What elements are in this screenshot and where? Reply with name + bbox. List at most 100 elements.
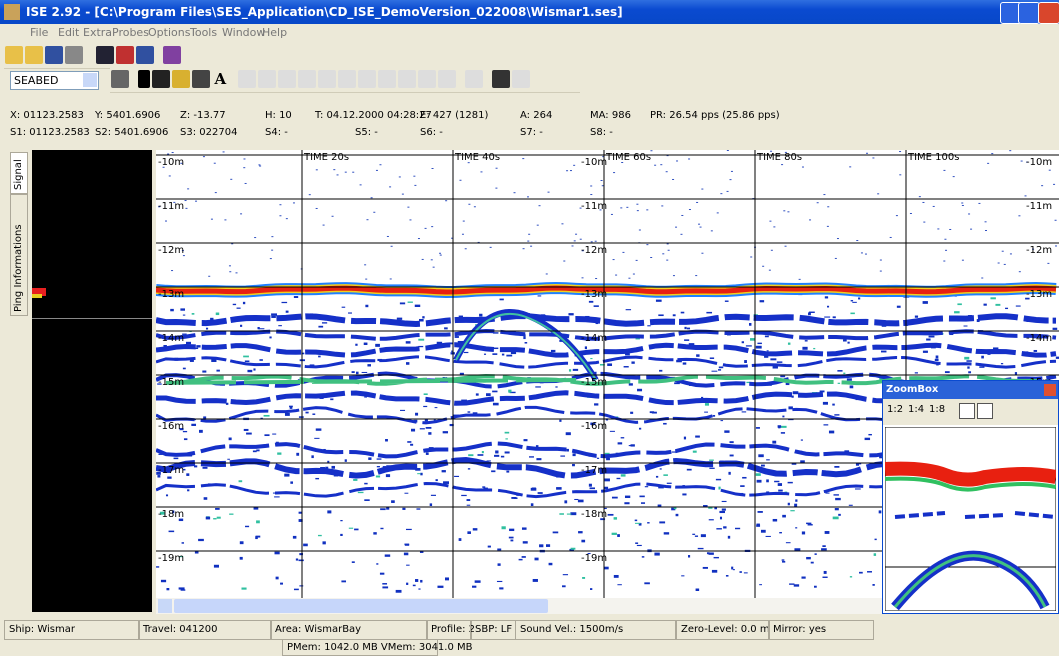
echo-speckle (271, 236, 273, 237)
echo-speckle (340, 520, 342, 521)
echo-speckle (962, 260, 964, 261)
echo-speckle (875, 539, 877, 540)
tool-button[interactable] (398, 70, 416, 88)
echo-speckle (635, 520, 637, 522)
info-button[interactable] (96, 46, 114, 64)
echo-speckle (750, 256, 752, 257)
settings-button[interactable] (136, 46, 154, 64)
echo-speckle (294, 296, 298, 298)
echo-speckle (849, 166, 851, 167)
tool-button[interactable] (152, 70, 170, 88)
echo-speckle (459, 180, 461, 181)
echo-speckle (923, 222, 925, 223)
scroll-thumb[interactable] (174, 599, 548, 613)
echo-speckle (614, 517, 617, 520)
echo-speckle (523, 541, 528, 543)
side-tab[interactable]: Ping Informations (10, 194, 28, 316)
open-button[interactable] (5, 46, 23, 64)
scroll-left[interactable] (158, 599, 172, 613)
tool-button[interactable] (492, 70, 510, 88)
h-scrollbar[interactable] (156, 598, 882, 614)
tool-button[interactable] (438, 70, 456, 88)
info-field: Z: -13.77 (180, 110, 226, 121)
tool-button[interactable] (378, 70, 396, 88)
echo-speckle (527, 241, 529, 242)
tool-button[interactable] (278, 70, 296, 88)
tool-button[interactable] (465, 70, 483, 88)
tool-button[interactable] (358, 70, 376, 88)
tool-button[interactable] (172, 70, 190, 88)
print-button[interactable] (65, 46, 83, 64)
tool-button[interactable] (298, 70, 316, 88)
echo-speckle (318, 535, 322, 536)
tool-button[interactable] (512, 70, 530, 88)
echo-speckle (843, 373, 845, 374)
tool-button[interactable] (418, 70, 436, 88)
side-tab[interactable]: Signal (10, 152, 28, 194)
echo-speckle (654, 553, 659, 556)
echo-speckle (502, 526, 506, 529)
tool-button[interactable] (318, 70, 336, 88)
info-field: S5: - (355, 127, 378, 138)
menu-item[interactable]: Probes (112, 26, 149, 39)
echo-speckle (855, 488, 861, 489)
echo-speckle (171, 270, 173, 271)
echo-speckle (474, 206, 476, 207)
dropdown-arrow[interactable] (83, 73, 97, 87)
echo-speckle (309, 194, 311, 195)
echo-speckle (637, 210, 639, 211)
zoom-mode-button[interactable] (977, 403, 993, 419)
tool-button[interactable] (338, 70, 356, 88)
probe-button[interactable] (163, 46, 181, 64)
echo-speckle (978, 203, 980, 204)
echo-speckle (995, 304, 1000, 306)
color-button[interactable] (116, 46, 134, 64)
echo-speckle (379, 164, 381, 165)
menu-item[interactable]: File (30, 26, 48, 39)
echo-speckle (296, 453, 299, 456)
echo-speckle (409, 219, 411, 220)
echo-speckle (915, 372, 918, 373)
echo-speckle (650, 257, 652, 258)
tool-button[interactable] (258, 70, 276, 88)
echo-speckle (829, 431, 834, 434)
echo-speckle (696, 202, 698, 203)
maximize-button[interactable] (1018, 2, 1040, 24)
tool-button[interactable] (138, 70, 150, 88)
menu-item[interactable]: Options (148, 26, 190, 39)
tool-button[interactable] (111, 70, 129, 88)
open-folder-button[interactable] (25, 46, 43, 64)
mode-dropdown[interactable]: SEABED (10, 71, 99, 90)
echo-speckle (432, 168, 434, 169)
zoom-ratio-button[interactable]: 1:2 (887, 404, 903, 415)
save-button[interactable] (45, 46, 63, 64)
menu-item[interactable]: Help (262, 26, 287, 39)
close-button[interactable] (1038, 2, 1059, 24)
text-tool[interactable]: A (215, 70, 227, 88)
echo-speckle (243, 302, 245, 304)
echo-speckle (720, 517, 722, 520)
tool-button[interactable] (192, 70, 210, 88)
echo-speckle (426, 453, 429, 455)
echo-speckle (323, 225, 325, 226)
echo-speckle (362, 372, 368, 373)
menu-item[interactable]: Extra (83, 26, 112, 39)
echo-speckle (229, 271, 231, 272)
echo-speckle (508, 390, 511, 393)
echo-speckle (779, 532, 782, 533)
zoom-ratio-button[interactable]: 1:8 (929, 404, 945, 415)
echo-speckle (658, 314, 663, 316)
menu-item[interactable]: Edit (58, 26, 79, 39)
echo-speckle (782, 416, 784, 418)
echo-speckle (514, 497, 518, 498)
depth-label: -15m (581, 377, 607, 388)
menu-item[interactable]: Tools (190, 26, 217, 39)
tool-button[interactable] (238, 70, 256, 88)
echo-speckle (744, 360, 747, 363)
zoombox-close[interactable] (1044, 384, 1056, 396)
zoom-mode-button[interactable] (959, 403, 975, 419)
echo-speckle (811, 562, 814, 564)
echo-speckle (191, 424, 196, 426)
zoom-ratio-button[interactable]: 1:4 (908, 404, 924, 415)
menu-item[interactable]: Window (222, 26, 265, 39)
